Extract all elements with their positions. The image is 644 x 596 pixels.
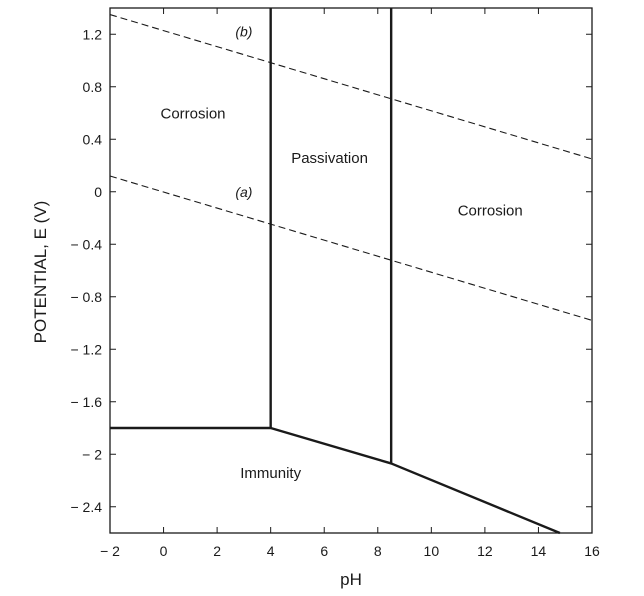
x-tick-label: 10 bbox=[424, 543, 440, 559]
y-tick-label: 0.4 bbox=[83, 131, 103, 147]
plot-lines bbox=[109, 8, 593, 535]
x-tick-label: 4 bbox=[267, 543, 275, 559]
y-tick-label: − 0.8 bbox=[70, 289, 102, 305]
line-label: (b) bbox=[235, 24, 252, 40]
y-tick-label: 1.2 bbox=[83, 26, 103, 42]
y-tick-label: − 1.6 bbox=[70, 394, 102, 410]
y-tick-label: − 1.2 bbox=[70, 341, 102, 357]
x-tick-label: 6 bbox=[320, 543, 328, 559]
plot-frame bbox=[109, 7, 593, 534]
y-tick-label: − 2 bbox=[82, 446, 102, 462]
y-tick-label: − 2.4 bbox=[70, 499, 102, 515]
x-tick-label: 14 bbox=[531, 543, 547, 559]
x-tick-label: 12 bbox=[477, 543, 493, 559]
region-label: Immunity bbox=[240, 465, 301, 482]
line-label: (a) bbox=[235, 184, 252, 200]
series-immunity-boundary bbox=[110, 426, 561, 535]
y-tick-label: 0.8 bbox=[83, 79, 103, 95]
x-axis-ticks: − 2 0 2 4 6 8 10 12 14 16 bbox=[100, 8, 600, 559]
x-tick-label: − 2 bbox=[100, 543, 120, 559]
region-label: Corrosion bbox=[458, 202, 523, 219]
region-label: Corrosion bbox=[160, 105, 225, 122]
y-axis-ticks: 1.2 0.8 0.4 0 − 0.4 − 0.8 − 1.2 − 1.6 − 2 − 2.4 bbox=[70, 26, 592, 515]
y-tick-label: 0 bbox=[94, 184, 102, 200]
chart-labels: Corrosion Passivation Corrosion Immunity (b)… bbox=[160, 24, 522, 482]
x-tick-label: 0 bbox=[160, 543, 168, 559]
series-line-b bbox=[109, 14, 593, 160]
y-tick-label: − 0.4 bbox=[70, 236, 102, 252]
x-tick-label: 16 bbox=[584, 543, 600, 559]
x-tick-label: 2 bbox=[213, 543, 221, 559]
region-label: Passivation bbox=[291, 150, 368, 167]
y-axis-title: POTENTIAL, E (V) bbox=[31, 201, 50, 344]
series-line-a bbox=[109, 175, 593, 321]
x-tick-label: 8 bbox=[374, 543, 382, 559]
x-axis-title: pH bbox=[340, 570, 362, 589]
